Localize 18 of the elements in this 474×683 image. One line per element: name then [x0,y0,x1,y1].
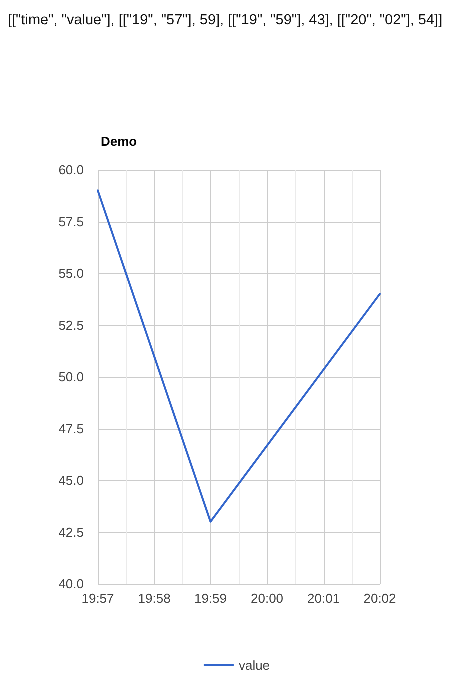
y-tick-label: 55.0 [58,266,84,281]
x-tick-label: 20:02 [364,591,396,606]
x-tick-label: 20:01 [308,591,340,606]
legend-label: value [238,658,270,673]
x-tick-label: 19:58 [138,591,171,606]
y-tick-label: 52.5 [58,318,84,333]
text: [["time", "value"], [["19", "57"], 59], [["19", "59"], 43], [["20", "02"], 54]] [8,12,443,28]
y-tick-label: 50.0 [58,370,84,384]
y-tick-label: 45.0 [58,473,84,488]
y-tick-label: 42.5 [58,524,84,540]
x-tick-label: 19:59 [194,591,228,606]
x-tick-label: 20:00 [250,591,284,606]
x-tick-label: 19:57 [82,591,114,606]
y-tick-label: 40.0 [58,576,84,592]
y-tick-label: 57.5 [58,214,84,230]
y-tick-label: 47.5 [58,421,84,436]
y-tick-label: 60.0 [58,162,84,178]
chart-title: Demo [101,134,138,149]
